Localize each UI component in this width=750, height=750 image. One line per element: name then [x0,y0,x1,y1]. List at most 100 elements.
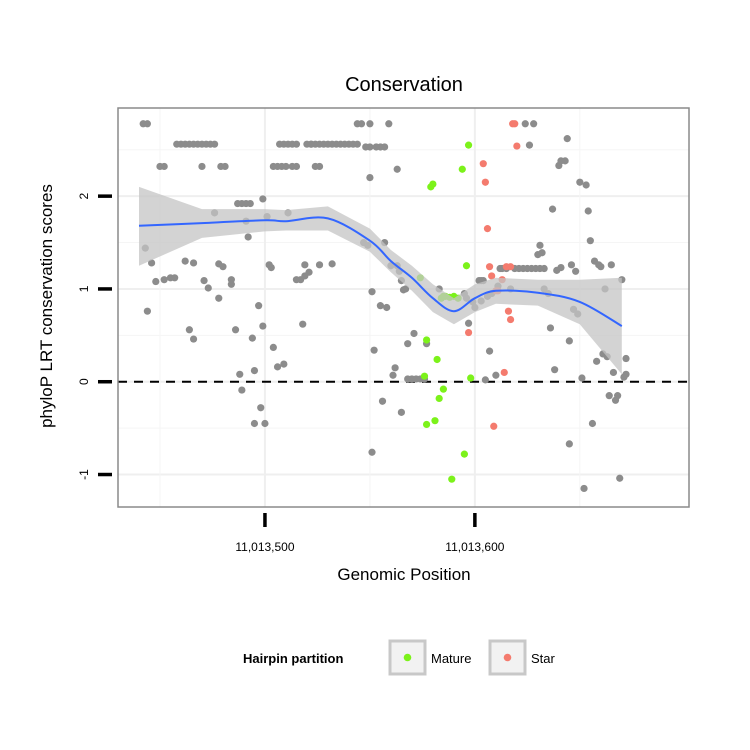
point-star [485,263,494,271]
plot-panel [117,107,690,508]
point-other [370,346,378,354]
x-tick-label: 11,013,600 [445,540,504,554]
point-other [353,140,361,148]
point-other [261,419,269,428]
point-other [492,371,500,379]
point-other [246,199,254,208]
point-other [565,337,573,345]
point-star [506,315,515,324]
point-other [565,440,573,448]
point-other [236,370,244,378]
point-other [366,173,374,182]
legend-label-mature: Mature [431,651,471,666]
point-other [536,241,544,249]
point-other [622,370,630,378]
point-other [210,140,219,148]
point-star [488,272,496,280]
point-star [490,422,498,430]
point-other [227,280,235,288]
point-other [481,376,489,384]
point-star [479,160,487,168]
point-other [580,484,588,493]
point-other [282,162,290,171]
point-other [198,162,206,171]
point-mature [448,475,456,483]
point-other [368,288,376,296]
legend-entry-star: Star [488,639,556,676]
point-other [292,140,301,148]
point-other [238,386,246,394]
legend-entry-mature: Mature [388,639,471,676]
point-other [248,334,256,342]
smooth-confidence-ribbon [139,186,622,375]
point-other [551,366,559,374]
point-other [189,335,198,343]
point-other [171,274,179,282]
point-other [269,343,277,351]
point-star [483,225,492,233]
point-star [500,368,508,377]
point-other [221,162,229,171]
point-other [609,368,618,377]
y-axis: -1 0 1 2 [77,193,112,480]
point-other [588,419,597,428]
point-other [181,257,189,265]
point-star [513,142,521,150]
point-other [143,307,151,315]
point-mature [433,355,441,364]
point-other [563,135,571,143]
point-other [530,120,538,128]
point-other [605,392,613,400]
point-other [357,120,366,128]
point-other [185,326,193,334]
point-other [410,329,418,338]
smooth-trend-line [138,216,623,327]
point-other [200,276,208,285]
point-mature [458,165,466,173]
point-mature [464,141,473,149]
y-tick-label: 0 [77,378,91,385]
point-other [257,404,265,412]
x-tick-label: 11,013,500 [235,540,294,554]
point-other [546,324,555,332]
point-other [292,162,301,171]
point-other [561,157,569,165]
point-other [273,363,282,371]
point-other [250,419,259,428]
point-other [143,120,151,128]
point-other [301,261,309,269]
y-tick-label: -1 [77,469,91,480]
point-other [280,360,288,368]
point-other [525,141,534,149]
chart-title: Conservation [345,74,463,96]
point-other [557,264,565,272]
point-other [255,302,263,310]
point-other [147,259,156,267]
point-other [368,448,376,456]
point-other [404,340,412,348]
point-other [231,326,240,334]
point-star [504,307,513,315]
point-star [511,120,519,128]
point-other [586,237,594,245]
point-other [315,261,324,269]
point-other [376,302,385,310]
legend-title: Hairpin partition [243,651,343,666]
point-other [614,392,622,400]
point-mature [429,180,437,188]
point-other [305,268,313,276]
point-other [385,120,393,128]
panel-border [117,107,690,508]
point-other [315,162,324,171]
point-mature [462,262,471,270]
point-other [366,120,374,128]
point-star [464,328,473,337]
point-other [259,195,267,203]
point-other [578,374,586,382]
point-other [401,285,410,293]
point-other [567,261,576,269]
point-other [616,474,624,482]
x-axis-title: Genomic Position [337,565,470,584]
point-other [397,408,406,416]
point-other [189,259,198,267]
